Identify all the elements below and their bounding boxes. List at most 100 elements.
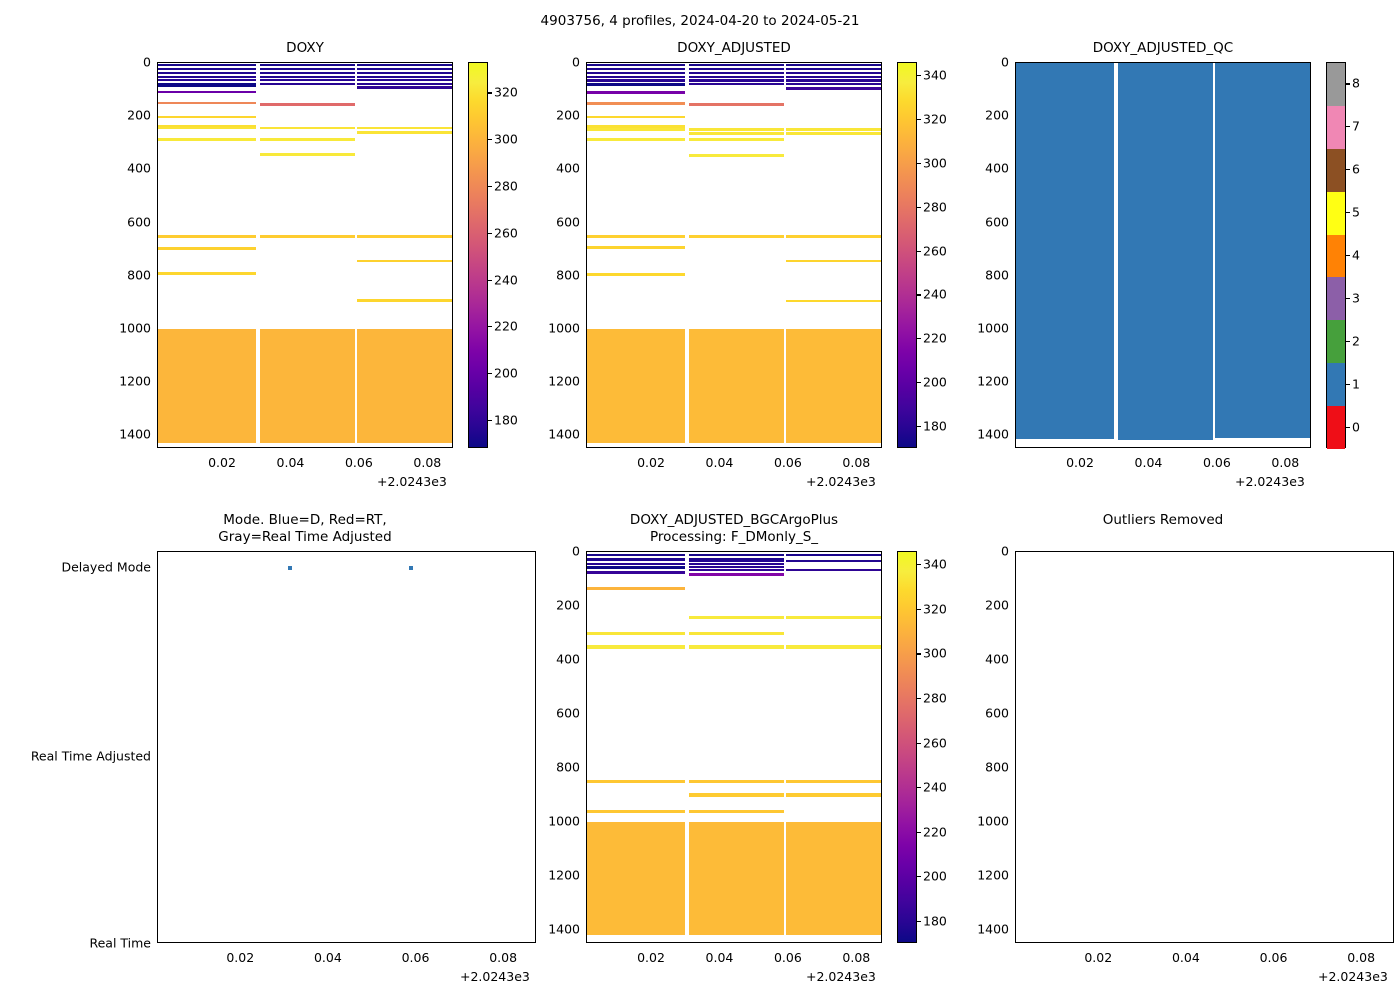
depth-tick-label: 600 [985,214,1009,229]
mesh-cell [259,82,355,85]
mesh-cell [587,79,685,82]
colorbar-tick-label: 240 [923,286,947,302]
colorbar-tick-label: 220 [494,318,518,334]
colorbar-segment-qc-0 [1327,406,1345,449]
mesh-cell [259,126,355,130]
colorbar-segment-qc-4 [1327,234,1345,278]
x-axis-offset-text: +2.0243e3 [806,474,876,489]
colorbar-tick-label: 220 [923,824,947,840]
colorbar-tick [917,206,921,208]
mesh-cell [688,615,784,619]
mesh-cell [688,328,784,443]
x-tick-label: 0.04 [1134,455,1163,470]
colorbar-tick-label: 6 [1352,161,1360,177]
depth-tick-label: 1400 [977,921,1009,937]
colorbar-tick [1346,169,1350,171]
colorbar-tick-label: 200 [923,374,947,390]
x-tick-label: 0.02 [226,950,255,965]
colorbar-tick [917,75,921,77]
colorbar-tick [488,139,492,141]
colorbar-tick-label: 180 [923,913,947,929]
x-axis-offset-text: +2.0243e3 [1318,969,1388,984]
depth-tick-label: 1200 [119,373,151,389]
colorbar-tick-label: 300 [494,131,518,147]
panel-title-bgcargoplus: DOXY_ADJUSTED_BGCArgoPlus Processing: F_… [586,512,882,546]
depth-tick [1015,552,1016,553]
mesh-cell [158,75,256,78]
x-axis-offset-text: +2.0243e3 [806,969,876,984]
x-tick-label: 0.08 [489,950,518,965]
mesh-cell [688,568,784,571]
depth-tick-label: 1400 [977,426,1009,442]
mesh-cell [587,235,685,238]
depth-tick [1015,930,1016,931]
mesh-cell [1016,63,1114,440]
mesh-cell [158,124,256,127]
axes-doxy-adjusted-qc[interactable] [1015,62,1311,448]
depth-tick-label: 200 [556,107,580,123]
colorbar-tick [917,564,921,566]
colorbar-segment-qc-3 [1327,277,1345,321]
axes-bgcargoplus[interactable] [586,551,882,943]
colorbar-tick-label: 240 [923,779,947,795]
colorbar-tick [917,831,921,833]
depth-tick [1015,435,1016,436]
mesh-cell [158,246,256,250]
figure-suptitle: 4903756, 4 profiles, 2024-04-20 to 2024-… [540,13,860,29]
mode-tick [157,568,158,569]
mesh-cell [688,138,784,142]
depth-tick-label: 0 [1001,543,1009,559]
depth-tick-label: 1000 [548,813,580,829]
axes-doxy-adjusted[interactable] [586,62,882,448]
mesh-cell [786,87,881,90]
colorbar-tick-label: 280 [923,199,947,215]
mesh-cell [357,131,452,134]
depth-tick-label: 0 [1001,54,1009,70]
axes-doxy[interactable] [157,62,453,448]
depth-tick [1015,63,1016,64]
mesh-cell [786,75,881,78]
colorbar-tick-label: 320 [923,601,947,617]
mesh-cell [357,299,452,302]
axes-outliers-removed[interactable] [1015,551,1394,943]
mesh-cell [587,102,685,105]
x-tick-label: 0.08 [1347,950,1376,965]
mesh-cell [357,68,452,71]
colorbar-tick-label: 7 [1352,118,1360,134]
depth-tick [586,276,587,277]
mesh-cell [587,587,685,591]
panel-title-mode-line1: Mode. Blue=D, Red=RT, [223,512,387,528]
x-axis-offset-text: +2.0243e3 [1235,474,1305,489]
mesh-cell [688,560,784,563]
mesh-cell [357,86,452,89]
axes-mode[interactable] [157,551,536,943]
mesh-cell [587,779,685,784]
colorbar-segment-qc-7 [1327,105,1345,149]
depth-tick-label: 600 [556,705,580,721]
mesh-cell [357,328,452,443]
depth-tick [157,435,158,436]
mesh-cell [357,75,452,78]
mesh-cell [786,259,881,263]
mesh-cell [587,566,685,569]
depth-tick [586,552,587,553]
colorbar-tick-label: 300 [923,645,947,661]
x-tick-label: 0.02 [637,455,665,470]
depth-tick [586,876,587,877]
depth-tick [157,329,158,330]
depth-tick [157,382,158,383]
depth-tick-label: 1200 [548,373,580,389]
colorbar-tick [1346,340,1350,342]
depth-tick-label: 0 [572,543,580,559]
depth-tick [586,63,587,64]
mesh-cell [587,115,685,119]
mesh-cell [587,82,685,87]
x-tick-label: 0.08 [842,950,871,965]
mesh-cell [259,103,355,107]
mesh-cell [688,645,784,649]
depth-tick [586,329,587,330]
depth-tick [1015,822,1016,823]
mesh-cell [786,68,881,71]
depth-tick-label: 800 [985,267,1009,283]
depth-tick [1015,223,1016,224]
